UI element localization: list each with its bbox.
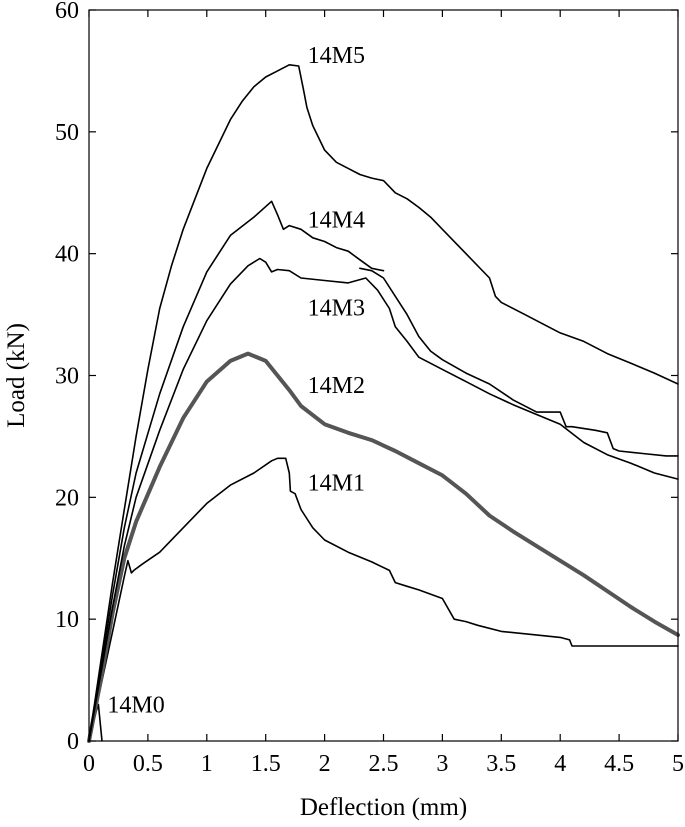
- plot-frame: [88, 9, 679, 742]
- x-tick-label: 1: [201, 751, 213, 777]
- y-tick-label: 20: [55, 485, 79, 511]
- y-axis-label: Load (kN): [3, 323, 30, 428]
- x-tick-label: 1.5: [251, 751, 281, 777]
- series-label-14m0: 14M0: [107, 692, 164, 718]
- series-label-14m4: 14M4: [308, 208, 365, 234]
- series-label-14m3: 14M3: [308, 295, 365, 321]
- y-tick-label: 40: [55, 242, 79, 268]
- x-tick-label: 2: [319, 751, 331, 777]
- y-tick-label: 60: [55, 0, 79, 24]
- series-line-14m2: [87, 351, 680, 743]
- x-tick-label: 5: [672, 751, 684, 777]
- series-label-14m2: 14M2: [308, 373, 365, 399]
- x-tick-label: 4.5: [604, 751, 634, 777]
- series-line-14m5: [88, 64, 679, 742]
- x-tick-label: 3.5: [486, 751, 516, 777]
- y-tick-label: 10: [55, 607, 79, 633]
- series-line-14m1: [88, 457, 679, 742]
- x-axis-label: Deflection (mm): [300, 794, 467, 821]
- x-tick-label: 0: [83, 751, 95, 777]
- y-tick-label: 0: [67, 729, 79, 755]
- x-tick-label: 0.5: [133, 751, 163, 777]
- y-tick-label: 30: [55, 364, 79, 390]
- y-tick-label: 50: [55, 120, 79, 146]
- series-label-14m5: 14M5: [308, 43, 365, 69]
- x-tick-label: 4: [554, 751, 566, 777]
- x-tick-label: 3: [436, 751, 448, 777]
- x-tick-label: 2.5: [369, 751, 399, 777]
- series-line-14m3: [88, 257, 679, 742]
- series-line-14m3-b: [359, 267, 679, 457]
- series-line-14m4: [88, 200, 385, 742]
- series-label-14m1: 14M1: [308, 471, 365, 497]
